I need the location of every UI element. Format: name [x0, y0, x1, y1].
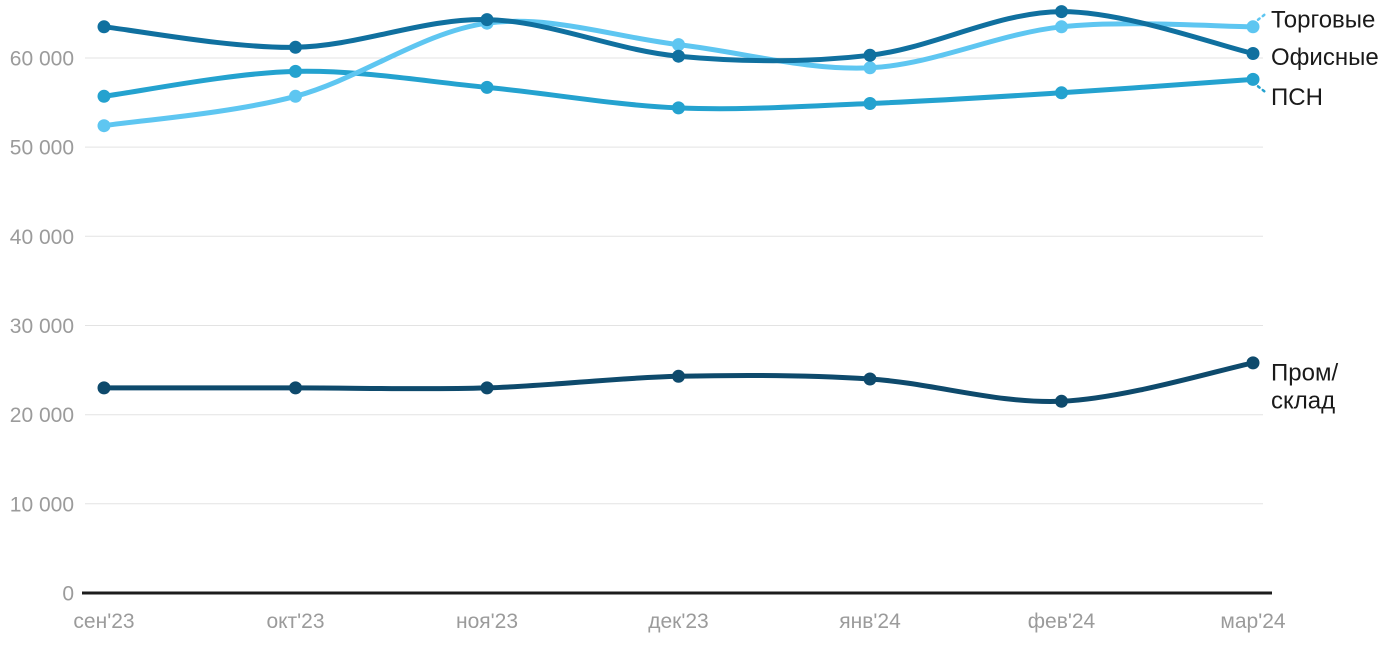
data-point-Торговые-окт'23[interactable] [289, 89, 302, 103]
series-label-ПСН: ПСН [1271, 84, 1323, 111]
y-tick-label-20000: 20 000 [10, 404, 74, 427]
x-tick-label-мар'24: мар'24 [1220, 610, 1285, 633]
y-tick-label-60000: 60 000 [10, 48, 74, 71]
data-point-Пром/склад-янв'24[interactable] [863, 372, 877, 386]
series-label-Торговые: Торговые [1271, 6, 1375, 33]
x-tick-label-фев'24: фев'24 [1028, 610, 1096, 633]
y-tick-label-0: 0 [62, 583, 74, 606]
x-tick-label-ноя'23: ноя'23 [456, 610, 518, 633]
data-point-Торговые-фев'24[interactable] [1055, 20, 1068, 34]
data-point-Торговые-мар'24[interactable] [1246, 20, 1260, 34]
data-point-ПСН-окт'23[interactable] [289, 64, 302, 78]
data-point-Торговые-янв'24[interactable] [863, 61, 877, 75]
data-point-Офисные-окт'23[interactable] [289, 40, 302, 54]
data-point-Пром/склад-ноя'23[interactable] [480, 381, 494, 395]
data-point-Торговые-дек'23[interactable] [672, 38, 685, 52]
x-tick-label-янв'24: янв'24 [839, 610, 901, 633]
data-point-Пром/склад-окт'23[interactable] [289, 381, 302, 395]
leader-line-ПСН [1256, 85, 1269, 95]
data-point-Пром/склад-фев'24[interactable] [1055, 394, 1068, 408]
data-point-Пром/склад-сен'23[interactable] [97, 381, 111, 395]
data-point-Офисные-сен'23[interactable] [97, 20, 111, 34]
series-label-Пром/склад-line1: Пром/ [1271, 359, 1338, 386]
data-point-Офисные-фев'24[interactable] [1055, 5, 1068, 19]
data-point-Офисные-мар'24[interactable] [1246, 47, 1260, 60]
series-label-Пром/склад-line2: склад [1271, 387, 1335, 414]
y-tick-label-50000: 50 000 [10, 137, 74, 160]
x-tick-label-сен'23: сен'23 [73, 610, 134, 633]
y-tick-label-10000: 10 000 [10, 493, 74, 516]
data-point-Офисные-дек'23[interactable] [672, 49, 685, 63]
data-point-Пром/склад-мар'24[interactable] [1246, 356, 1260, 370]
x-tick-label-окт'23: окт'23 [266, 610, 324, 633]
leader-line-Торговые [1256, 11, 1269, 22]
series-label-Офисные: Офисные [1271, 44, 1379, 71]
data-point-ПСН-дек'23[interactable] [672, 101, 685, 115]
data-point-Пром/склад-дек'23[interactable] [672, 369, 685, 383]
y-tick-label-40000: 40 000 [10, 226, 74, 249]
data-point-ПСН-мар'24[interactable] [1246, 72, 1260, 86]
y-tick-label-30000: 30 000 [10, 315, 74, 338]
data-point-ПСН-ноя'23[interactable] [480, 80, 494, 94]
data-point-ПСН-янв'24[interactable] [863, 97, 877, 110]
data-point-Офисные-ноя'23[interactable] [480, 13, 494, 27]
data-point-ПСН-фев'24[interactable] [1055, 86, 1068, 100]
data-point-ПСН-сен'23[interactable] [97, 89, 111, 103]
data-point-Торговые-сен'23[interactable] [97, 119, 111, 133]
x-tick-label-дек'23: дек'23 [648, 610, 709, 633]
data-point-Офисные-янв'24[interactable] [863, 48, 877, 62]
